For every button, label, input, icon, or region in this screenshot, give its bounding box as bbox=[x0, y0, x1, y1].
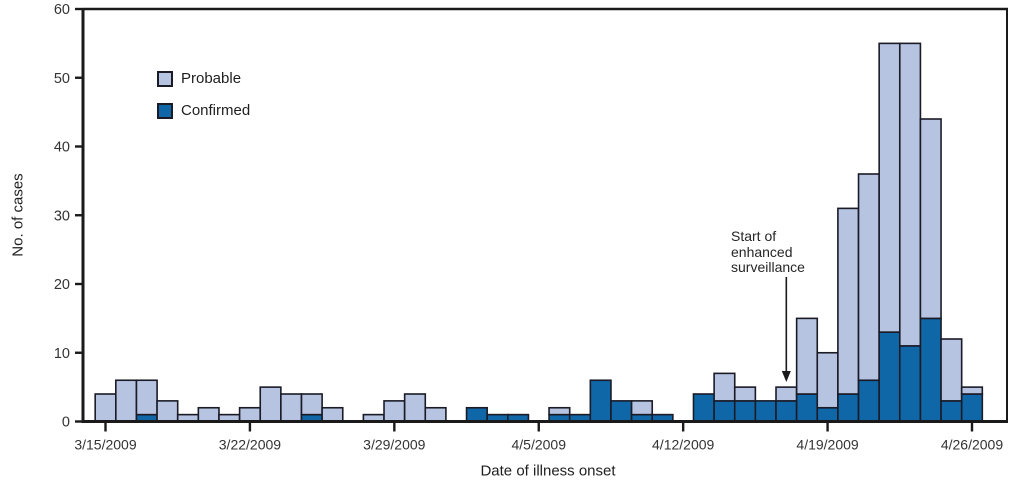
bar-probable bbox=[795, 317, 819, 395]
annotation-line: Start of bbox=[731, 228, 777, 244]
x-tick-label: 4/19/2009 bbox=[796, 437, 858, 453]
bar-confirmed bbox=[589, 379, 612, 423]
bar-probable bbox=[857, 173, 880, 382]
bar-probable bbox=[960, 386, 984, 395]
y-axis-title: No. of cases bbox=[9, 173, 27, 257]
bar-confirmed bbox=[465, 406, 488, 423]
bar-probable bbox=[300, 393, 323, 416]
annotation-arrow bbox=[781, 277, 791, 382]
x-tick-label: 3/15/2009 bbox=[74, 437, 136, 453]
bar-confirmed bbox=[713, 400, 736, 423]
y-tick-label: 50 bbox=[54, 71, 70, 87]
bar-confirmed bbox=[775, 400, 798, 423]
bar-confirmed bbox=[960, 393, 984, 423]
bar-confirmed bbox=[898, 345, 922, 423]
bar-confirmed bbox=[610, 400, 633, 423]
annotation-line: surveillance bbox=[731, 259, 805, 275]
x-tick-label: 3/29/2009 bbox=[363, 437, 425, 453]
x-tick-label: 4/5/2009 bbox=[512, 437, 567, 453]
y-tick-label: 40 bbox=[54, 140, 70, 156]
bar-confirmed bbox=[795, 393, 819, 423]
bar-confirmed bbox=[816, 406, 839, 423]
legend: Probable Confirmed bbox=[157, 70, 251, 135]
legend-label-confirmed: Confirmed bbox=[181, 102, 251, 119]
bar-probable bbox=[156, 400, 179, 423]
bar-confirmed bbox=[754, 400, 777, 423]
bar-confirmed bbox=[919, 317, 942, 423]
legend-item-confirmed: Confirmed bbox=[157, 102, 251, 119]
bar-probable bbox=[816, 351, 839, 409]
bar-probable bbox=[259, 386, 282, 423]
bar-confirmed bbox=[857, 379, 880, 423]
bar-confirmed bbox=[940, 400, 963, 423]
bar-probable bbox=[548, 406, 571, 416]
bar-probable bbox=[135, 379, 158, 416]
bar-probable bbox=[424, 406, 447, 423]
bar-confirmed bbox=[733, 400, 757, 423]
bar-probable bbox=[321, 406, 344, 423]
bar-confirmed bbox=[837, 393, 860, 423]
annotation-line: enhanced bbox=[731, 243, 793, 260]
legend-label-probable: Probable bbox=[181, 70, 242, 87]
x-axis-title: Date of illness onset bbox=[480, 462, 616, 480]
bar-confirmed bbox=[878, 331, 901, 423]
bar-probable bbox=[898, 42, 922, 347]
bar-probable bbox=[837, 207, 860, 395]
bar-probable bbox=[238, 406, 262, 423]
bar-probable bbox=[919, 118, 942, 320]
bar-probable bbox=[630, 400, 654, 416]
legend-item-probable: Probable bbox=[157, 70, 250, 87]
arrowhead-icon bbox=[781, 371, 791, 382]
y-tick-label: 60 bbox=[54, 2, 70, 18]
bar-confirmed bbox=[692, 393, 715, 423]
bar-probable bbox=[280, 393, 303, 423]
bar-probable bbox=[775, 386, 798, 402]
probable-swatch-icon bbox=[157, 70, 173, 87]
bar-probable bbox=[733, 386, 757, 402]
bar-probable bbox=[403, 393, 427, 423]
bar-probable bbox=[115, 379, 138, 423]
bar-probable bbox=[383, 400, 406, 423]
bars-group bbox=[94, 42, 984, 423]
annotation-start-of-enhanced-surveillance: Start of enhanced surveillance bbox=[731, 228, 805, 276]
x-axis-ticks: 3/15/2009 3/22/2009 3/29/2009 4/5/2009 4/12/… bbox=[74, 422, 1003, 453]
confirmed-swatch-icon bbox=[157, 102, 173, 119]
y-tick-label: 30 bbox=[54, 208, 70, 224]
bar-probable bbox=[713, 372, 736, 402]
bar-probable bbox=[878, 42, 901, 333]
x-tick-label: 4/26/2009 bbox=[941, 437, 1003, 453]
bar-probable bbox=[94, 393, 117, 423]
bar-probable bbox=[940, 338, 963, 402]
y-tick-label: 20 bbox=[54, 277, 70, 293]
bar-probable bbox=[197, 406, 220, 423]
x-tick-label: 3/22/2009 bbox=[219, 437, 281, 453]
y-axis-ticks: 0 10 20 30 40 50 60 bbox=[54, 2, 83, 431]
y-tick-label: 10 bbox=[54, 346, 70, 362]
y-tick-label: 0 bbox=[62, 415, 70, 431]
x-tick-label: 4/12/2009 bbox=[652, 437, 714, 453]
